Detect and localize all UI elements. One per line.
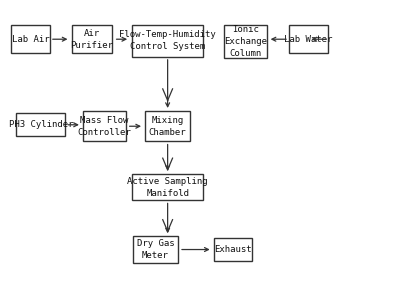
Text: Flow-Temp-Humidity
Control System: Flow-Temp-Humidity Control System xyxy=(119,30,216,51)
Bar xyxy=(11,25,50,53)
Text: Lab Air: Lab Air xyxy=(12,35,50,44)
Text: PH3 Cylinder: PH3 Cylinder xyxy=(9,120,73,129)
Text: Air
Purifier: Air Purifier xyxy=(70,29,113,50)
Text: Mass Flow
Controller: Mass Flow Controller xyxy=(78,116,131,137)
Bar xyxy=(133,237,178,263)
Bar xyxy=(72,25,113,53)
Text: Dry Gas
Meter: Dry Gas Meter xyxy=(136,239,174,260)
Bar xyxy=(132,25,203,57)
Bar xyxy=(145,111,190,141)
Bar xyxy=(83,111,126,141)
Text: Mixing
Chamber: Mixing Chamber xyxy=(149,116,186,137)
Bar xyxy=(16,113,65,136)
Text: Exhaust: Exhaust xyxy=(214,245,252,254)
Text: Active Sampling
Manifold: Active Sampling Manifold xyxy=(127,177,208,197)
Bar xyxy=(224,25,267,58)
Bar xyxy=(214,238,252,261)
Text: Ionic
Exchange
Column: Ionic Exchange Column xyxy=(224,25,267,57)
Bar xyxy=(289,25,328,53)
Text: Lab Water: Lab Water xyxy=(284,35,333,44)
Bar xyxy=(132,174,203,200)
